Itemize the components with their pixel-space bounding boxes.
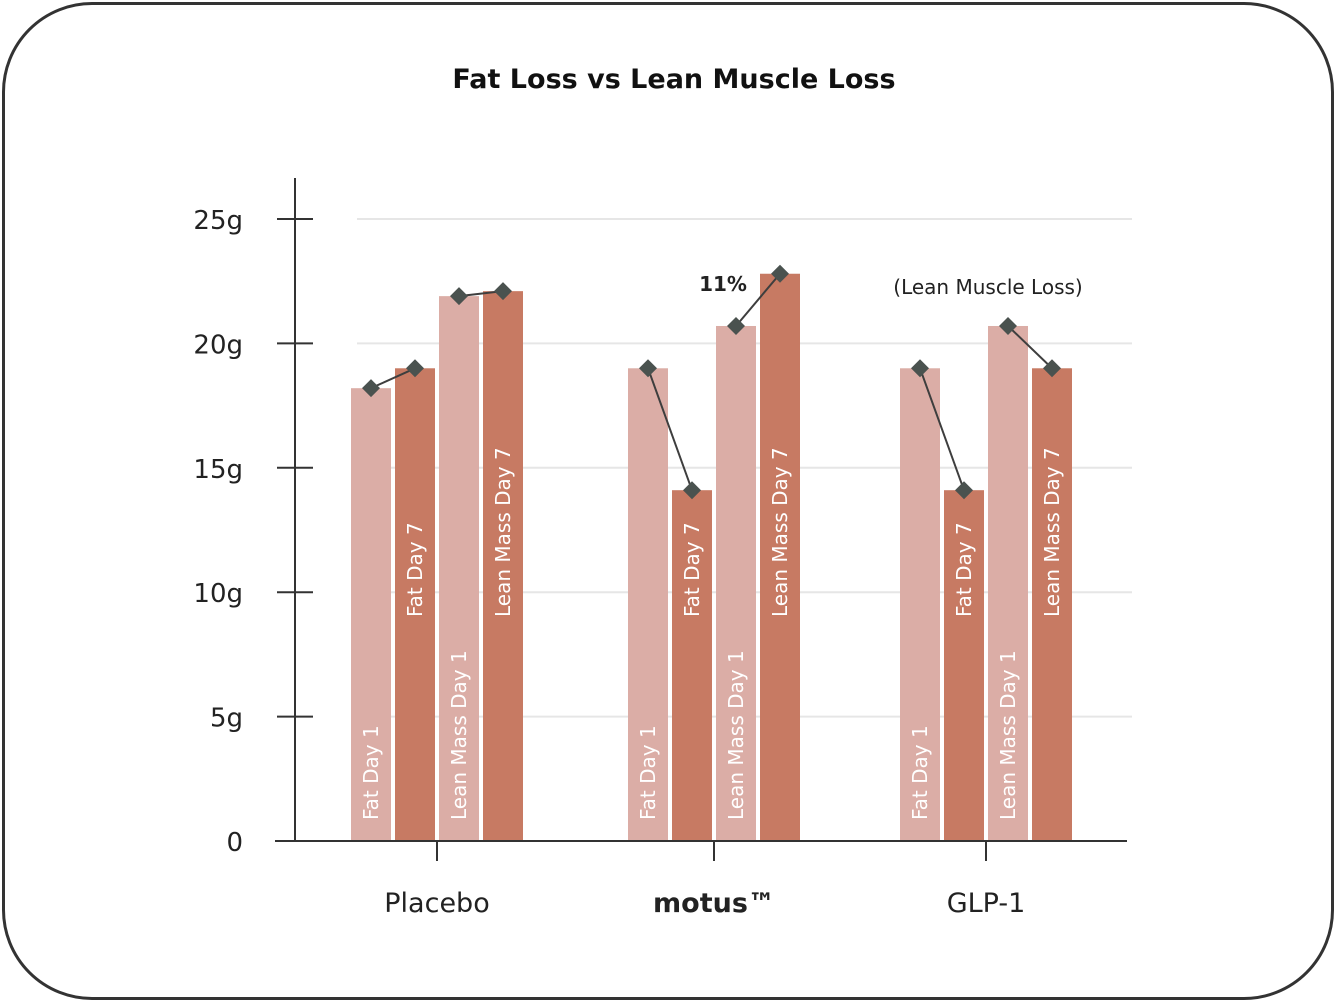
x-category-label: motus™	[653, 888, 775, 919]
chart-title: Fat Loss vs Lean Muscle Loss	[452, 64, 895, 95]
connector-line	[370, 367, 416, 390]
bar-label: Fat Day 1	[636, 725, 660, 820]
diamond-marker	[911, 359, 929, 378]
bar	[760, 273, 800, 842]
bar-label: Lean Mass Day 1	[996, 650, 1020, 820]
bar-label: Fat Day 1	[359, 725, 383, 820]
diamond-marker	[362, 379, 380, 398]
markers-group	[362, 264, 1061, 500]
connector-line	[919, 367, 965, 491]
bar-label: Fat Day 7	[680, 522, 704, 617]
x-category-label: GLP-1	[947, 888, 1026, 919]
diamond-marker	[450, 287, 468, 306]
bar	[351, 388, 391, 841]
bar	[672, 490, 712, 841]
bar-label: Lean Mass Day 7	[768, 447, 792, 617]
diamond-marker	[999, 316, 1017, 335]
y-tick-label: 15g	[193, 455, 243, 485]
connector-line	[735, 273, 781, 327]
bars-group: Fat Day 1 Fat Day 7 Lean Mass Day 1 Lean Ma…	[351, 273, 1072, 842]
connector-lines	[370, 273, 1053, 491]
annotation-percent: 11%	[699, 272, 747, 296]
bar	[1032, 368, 1072, 841]
bar-label: Lean Mass Day 7	[1040, 447, 1064, 617]
bar	[900, 368, 940, 841]
diamond-marker	[1043, 359, 1061, 378]
y-tick-label: 20g	[193, 330, 243, 360]
y-tick-label: 10g	[193, 579, 243, 609]
y-tick-label: 5g	[210, 704, 243, 734]
bar-label: Fat Day 7	[952, 522, 976, 617]
diamond-marker	[955, 481, 973, 500]
bar-label: Lean Mass Day 1	[447, 650, 471, 820]
x-axis: Placebo motus™ GLP-1	[275, 840, 1127, 919]
diamond-marker	[727, 316, 745, 335]
bar-label: Lean Mass Day 1	[724, 650, 748, 820]
diamond-marker	[494, 282, 512, 301]
bar-label: Fat Day 1	[908, 725, 932, 820]
x-category-label: Placebo	[384, 888, 489, 919]
connector-line	[647, 367, 693, 491]
bar	[988, 325, 1028, 841]
bar-label: Fat Day 7	[403, 522, 427, 617]
bar	[483, 291, 523, 842]
annotation-lean-muscle-loss: (Lean Muscle Loss)	[893, 275, 1082, 299]
y-tick-label: 25g	[193, 206, 243, 236]
diamond-marker	[406, 359, 424, 378]
bar-label: Lean Mass Day 7	[491, 447, 515, 617]
bar	[944, 490, 984, 841]
diamond-marker	[771, 264, 789, 283]
y-tick-label: 0	[226, 828, 243, 858]
bar	[628, 368, 668, 841]
diamond-marker	[639, 359, 657, 378]
bar	[716, 325, 756, 841]
bar	[439, 296, 479, 841]
diamond-marker	[683, 481, 701, 500]
connector-line	[1007, 325, 1053, 370]
bar	[395, 368, 435, 841]
y-axis: 0 5g 10g 15g 20g 25g	[193, 178, 313, 858]
